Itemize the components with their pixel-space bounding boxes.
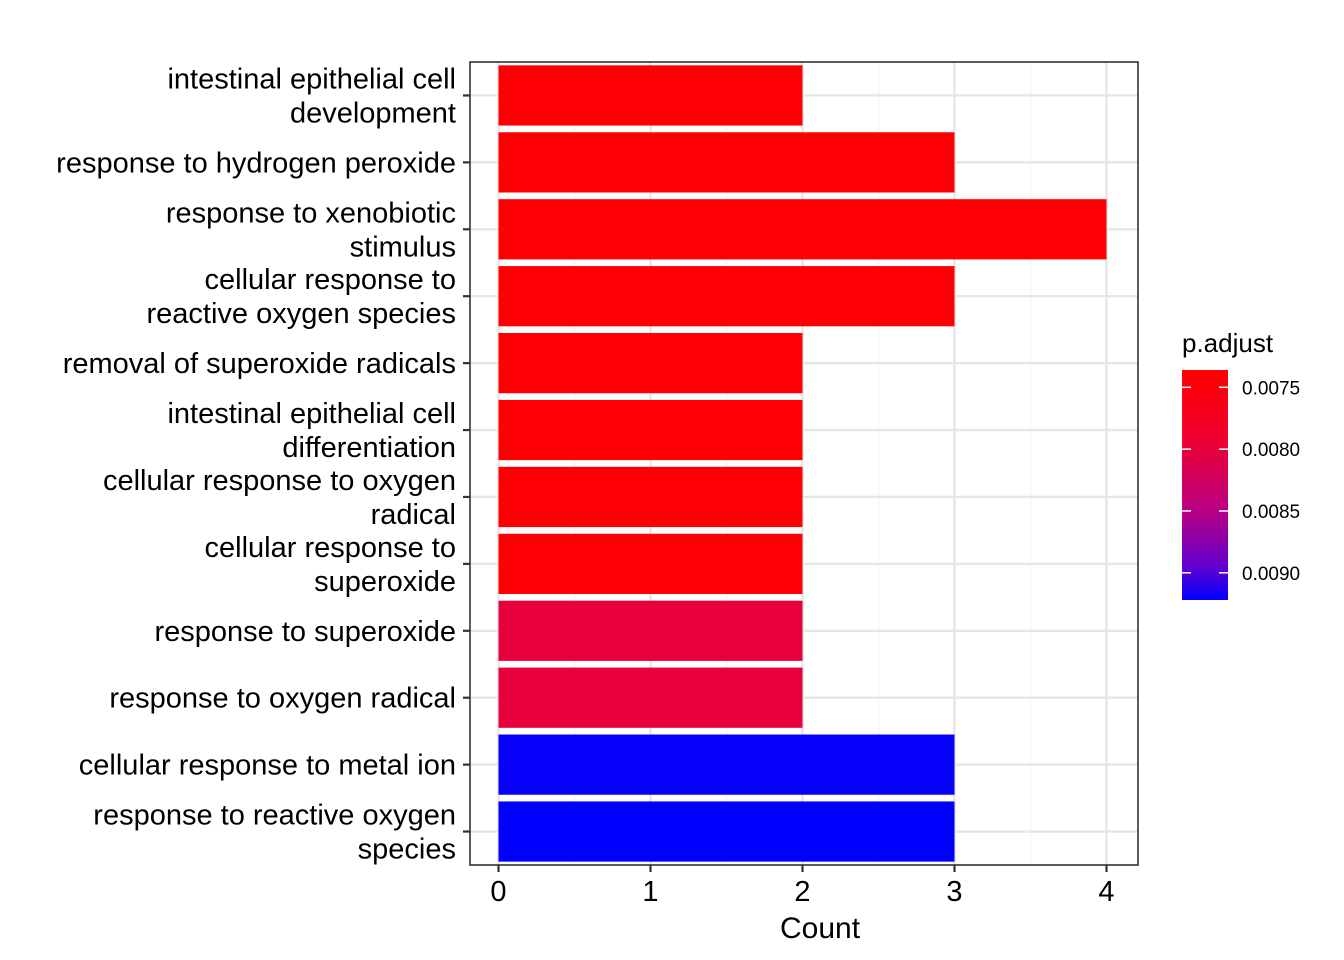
bar xyxy=(498,667,803,728)
plot-panel xyxy=(470,62,1138,865)
x-tick-label: 2 xyxy=(794,876,810,908)
y-tick-label: stimulus xyxy=(350,231,456,263)
y-tick-label: response to oxygen radical xyxy=(109,683,456,715)
y-tick-label: removal of superoxide radicals xyxy=(63,348,456,380)
legend-tick-label: 0.0090 xyxy=(1242,564,1300,585)
x-tick-label: 1 xyxy=(642,876,658,908)
y-tick-label: intestinal epithelial cell xyxy=(167,63,456,95)
bar xyxy=(498,333,803,394)
y-tick-label: development xyxy=(290,97,456,129)
x-tick-label: 4 xyxy=(1098,876,1114,908)
bar xyxy=(498,600,803,661)
legend-tick-label: 0.0080 xyxy=(1242,440,1300,461)
bar xyxy=(498,199,1107,260)
y-tick-label: reactive oxygen species xyxy=(147,298,457,330)
legend-tick-label: 0.0085 xyxy=(1242,502,1300,523)
bar xyxy=(498,65,803,126)
bar xyxy=(498,466,803,528)
bar xyxy=(498,132,955,193)
y-tick-label: species xyxy=(358,834,456,866)
y-tick-label: radical xyxy=(371,499,456,531)
panel-background xyxy=(470,62,1138,865)
bar xyxy=(498,399,803,461)
bar xyxy=(498,734,955,795)
bars-layer xyxy=(498,65,1107,862)
y-tick-label: cellular response to xyxy=(205,264,456,296)
bar xyxy=(498,533,803,594)
legend-tick-label: 0.0075 xyxy=(1242,378,1300,399)
y-tick-label: response to superoxide xyxy=(155,616,456,648)
y-tick-label: response to xenobiotic xyxy=(166,197,456,229)
y-tick-label: superoxide xyxy=(314,566,456,598)
x-axis: 0 1 2 3 4 xyxy=(490,865,1115,908)
bar xyxy=(498,266,955,327)
y-tick-label: intestinal epithelial cell xyxy=(167,398,456,430)
y-tick-label: response to hydrogen peroxide xyxy=(56,147,456,179)
y-tick-label: differentiation xyxy=(282,432,456,464)
y-tick-label: cellular response to metal ion xyxy=(79,750,456,782)
legend-title: p.adjust xyxy=(1182,328,1274,358)
x-axis-title: Count xyxy=(780,912,861,945)
bar xyxy=(498,801,955,862)
x-tick-label: 0 xyxy=(490,876,506,908)
y-axis: intestinal epithelial celldevelopmentres… xyxy=(56,63,470,866)
legend-colorbar xyxy=(1182,370,1228,600)
x-tick-label: 3 xyxy=(946,876,962,908)
panel-border xyxy=(469,61,1139,866)
color-legend: p.adjust 0.0075 0.0080 0.0085 0.0090 xyxy=(1182,328,1300,600)
y-tick-label: response to reactive oxygen xyxy=(93,800,456,832)
y-tick-label: cellular response to xyxy=(205,532,456,564)
y-tick-label: cellular response to oxygen xyxy=(103,465,456,497)
